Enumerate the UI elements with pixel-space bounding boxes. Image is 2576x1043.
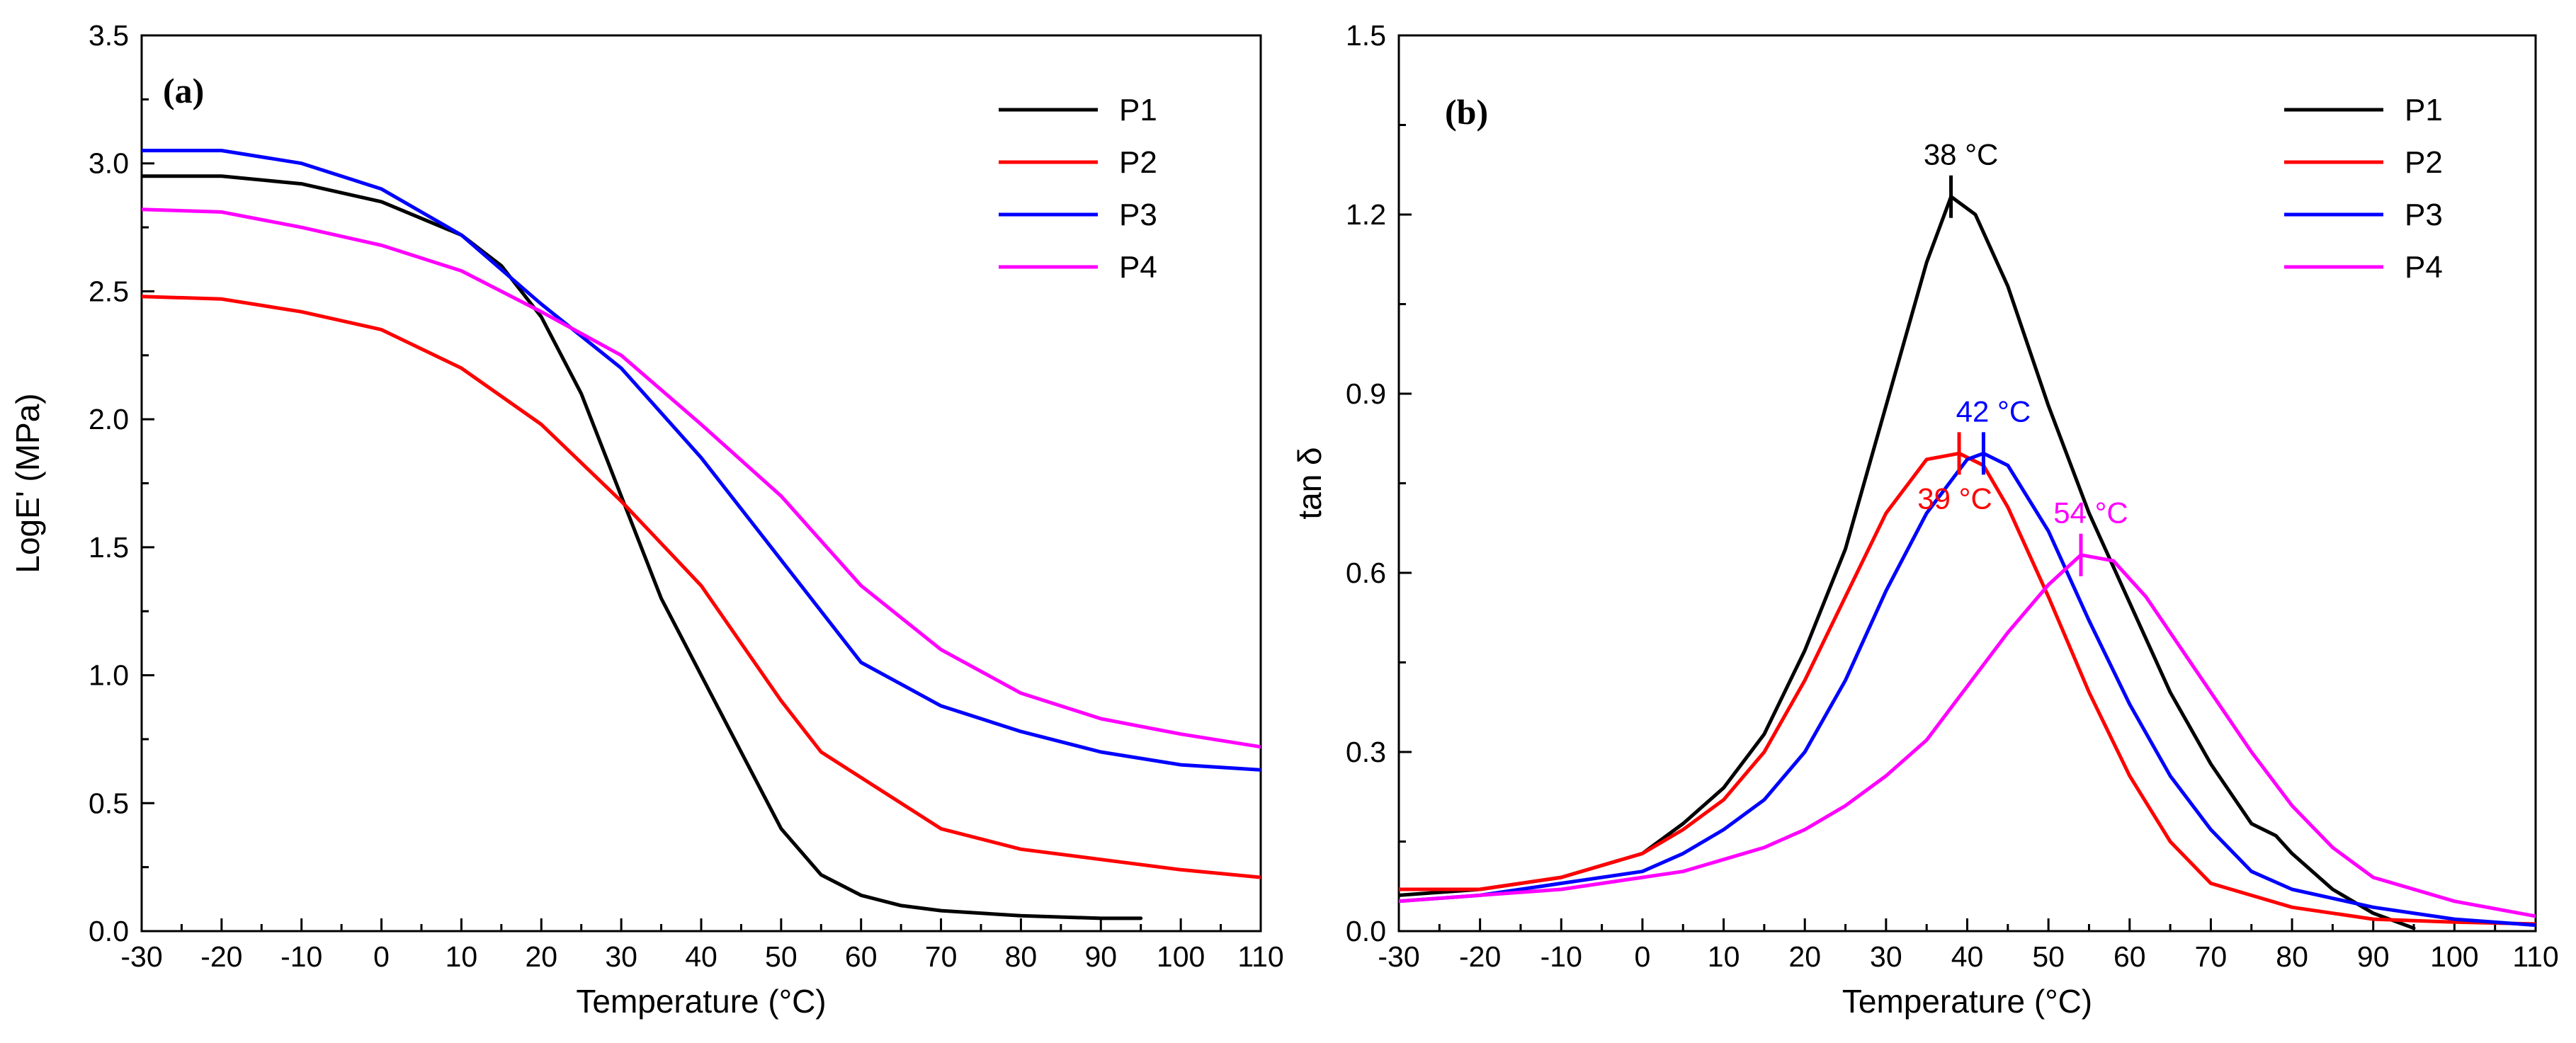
- x-tick-label: 20: [1788, 940, 1821, 973]
- series-line-p2: [142, 295, 1261, 879]
- series-line-p3: [1399, 451, 2536, 928]
- x-tick-label: 50: [2032, 940, 2065, 973]
- x-tick-label: 80: [2276, 940, 2308, 973]
- x-tick-label: 50: [765, 940, 798, 973]
- x-tick-label: 0: [1635, 940, 1651, 973]
- x-tick-label: 80: [1005, 940, 1038, 973]
- x-tick-label: 100: [1157, 940, 1205, 973]
- x-tick-label: 30: [1870, 940, 1902, 973]
- x-tick-label: 70: [925, 940, 958, 973]
- panel-label: (b): [1445, 92, 1488, 132]
- y-tick-label: 0.9: [1346, 377, 1386, 410]
- x-tick-label: 110: [2512, 940, 2558, 973]
- x-tick-label: -10: [1541, 940, 1582, 973]
- peak-label-p1: 38 °C: [1924, 138, 1999, 171]
- x-tick-label: 10: [1708, 940, 1740, 973]
- series-line-p1: [142, 174, 1143, 921]
- x-tick-label: 10: [446, 940, 478, 973]
- panel-label: (a): [163, 71, 204, 110]
- x-tick-label: 60: [845, 940, 878, 973]
- x-tick-label: 0: [373, 940, 390, 973]
- panel-b-tandelta-chart: -30 -20 -10 0 10 20 30 40 50 60 70 80 90 100 110 0.0 0.3…: [1291, 19, 2559, 1020]
- peak-label-p2: 39 °C: [1917, 481, 1992, 515]
- x-tick-label: 90: [2357, 940, 2390, 973]
- plot-frame: [140, 34, 1262, 933]
- y-tick-label: 0.3: [1346, 736, 1386, 768]
- series-line-p3: [142, 149, 1261, 772]
- peak-label-p4: 54 °C: [2053, 496, 2128, 530]
- x-tick-label: 100: [2430, 940, 2478, 973]
- y-tick-label: 2.5: [89, 275, 129, 307]
- y-tick-label: 1.5: [1346, 19, 1386, 52]
- x-axis-title: Temperature (°C): [1842, 983, 2092, 1020]
- x-tick-label: -10: [280, 940, 322, 973]
- x-axis-title: Temperature (°C): [576, 983, 826, 1020]
- legend-label-p4: P4: [2405, 250, 2443, 285]
- legend-label-p3: P3: [2405, 198, 2443, 232]
- y-tick-label: 3.0: [89, 147, 129, 180]
- legend-label-p4: P4: [1119, 250, 1157, 285]
- y-axis-title: LogE' (MPa): [9, 393, 46, 573]
- y-axis-title: tan δ: [1291, 447, 1328, 519]
- legend-label-p3: P3: [1119, 198, 1157, 232]
- legend-label-p1: P1: [2405, 93, 2443, 127]
- series-line-p4: [142, 207, 1261, 749]
- x-tick-label: 70: [2195, 940, 2228, 973]
- y-tick-label: 0.5: [89, 787, 129, 819]
- peak-label-p3: 42 °C: [1956, 394, 2031, 428]
- y-tick-label: 2.0: [89, 403, 129, 435]
- panel-a-loge-chart: -30 -20 -10 0 10 20 30 40 50 60 70 80 90 100 110 0.0 0.5…: [9, 19, 1284, 1020]
- x-tick-label: 40: [685, 940, 717, 973]
- y-tick-label: 3.5: [89, 19, 129, 52]
- x-tick-label: 30: [605, 940, 637, 973]
- y-tick-label: 0.6: [1346, 557, 1386, 589]
- x-tick-label: 40: [1951, 940, 1984, 973]
- x-tick-label: -30: [120, 940, 162, 973]
- y-tick-label: 1.2: [1346, 198, 1386, 231]
- legend-label-p2: P2: [1119, 145, 1157, 180]
- y-tick-label: 0.0: [89, 915, 129, 947]
- x-tick-label: 60: [2113, 940, 2146, 973]
- x-tick-label: -20: [1459, 940, 1501, 973]
- legend-label-p1: P1: [1119, 93, 1157, 127]
- y-tick-label: 1.0: [89, 659, 129, 692]
- x-tick-label: 20: [525, 940, 557, 973]
- y-tick-label: 1.5: [89, 531, 129, 564]
- x-tick-label: 90: [1084, 940, 1117, 973]
- series-line-p1: [1399, 195, 2416, 930]
- series-line-p4: [1399, 553, 2536, 918]
- x-tick-label: -30: [1378, 940, 1419, 973]
- legend-label-p2: P2: [2405, 145, 2443, 180]
- y-tick-label: 0.0: [1346, 915, 1386, 947]
- x-tick-label: 110: [1237, 940, 1283, 973]
- x-tick-label: -20: [200, 940, 242, 973]
